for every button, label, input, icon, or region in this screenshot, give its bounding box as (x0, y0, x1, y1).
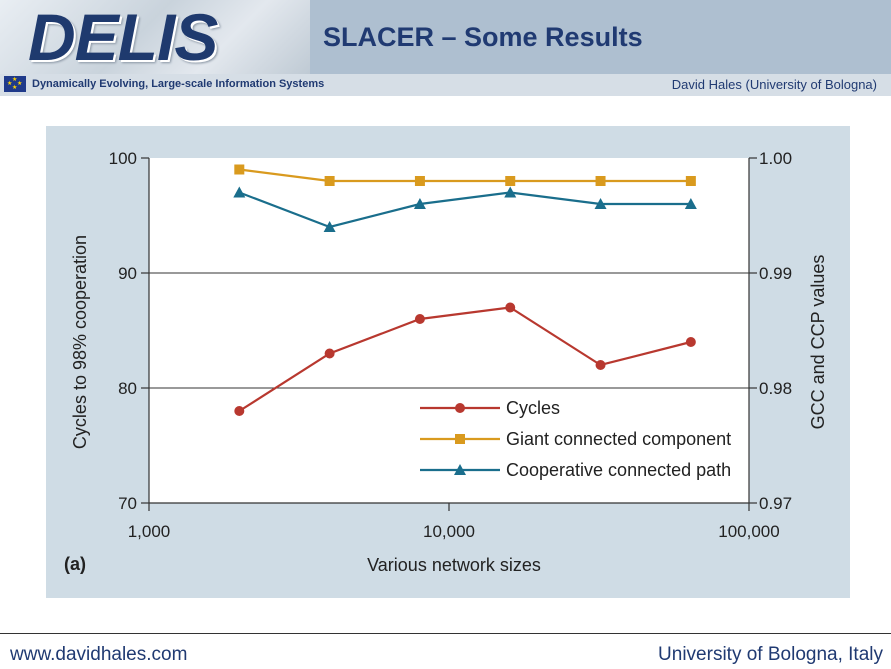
project-subtitle: Dynamically Evolving, Large-scale Inform… (32, 78, 325, 90)
y2-tick-label: 1.00 (759, 149, 792, 168)
series-layer (233, 164, 697, 416)
data-point-cooperative (233, 186, 246, 198)
series-line-giant (239, 168, 691, 183)
legend-label: Cycles (506, 398, 560, 418)
legend-label: Giant connected component (506, 429, 731, 449)
data-point-giant (595, 176, 606, 186)
data-point-giant (414, 176, 425, 186)
data-point-cooperative (684, 198, 697, 209)
y-tick-label: 80 (118, 379, 137, 398)
plot-area (149, 158, 749, 503)
data-point-cycles (685, 337, 696, 347)
logo-text: DELIS (28, 0, 218, 74)
eu-flag-icon: ★ ★ ★ ★ (4, 76, 26, 92)
data-point-cooperative (504, 186, 517, 198)
chart-axes: 70 80 90 100 0.97 0.98 0.99 1.00 1,000 10,000 100,… (109, 149, 792, 541)
y2-tick-label: 0.98 (759, 379, 792, 398)
data-point-giant (505, 176, 516, 186)
data-point-giant (685, 176, 696, 186)
y2-tick-label: 0.99 (759, 264, 792, 283)
legend-label: Cooperative connected path (506, 460, 731, 480)
data-point-cycles (324, 348, 335, 359)
subtitle-bar (0, 74, 891, 96)
title-bar: SLACER – Some Results (310, 0, 891, 74)
chart-legend: Cycles Giant connected component Cooperati… (420, 398, 731, 480)
footer-institution: University of Bologna, Italy (658, 644, 883, 665)
data-point-cooperative (594, 198, 607, 209)
footer-website: www.davidhales.com (10, 644, 188, 665)
data-point-giant (324, 176, 335, 186)
y-axis-title: Cycles to 98% cooperation (70, 235, 90, 449)
data-point-cycles (505, 302, 516, 313)
y-tick-label: 70 (118, 494, 137, 513)
y-tick-label: 90 (118, 264, 137, 283)
x-tick-label: 100,000 (718, 522, 779, 541)
panel-label: (a) (64, 554, 86, 574)
data-point-cooperative (413, 198, 426, 209)
y2-axis-title: GCC and CCP values (808, 255, 828, 430)
x-tick-label: 10,000 (423, 522, 475, 541)
delis-logo: DELIS (0, 0, 310, 74)
series-line-cycles (238, 306, 692, 412)
data-point-cycles (414, 314, 425, 324)
x-axis-title: Various network sizes (367, 555, 541, 575)
legend-marker-cycles (455, 403, 465, 413)
legend-marker-cooperative (454, 464, 466, 475)
series-line-cooperative (238, 191, 691, 229)
data-point-cooperative (323, 221, 336, 232)
legend-marker-giant (455, 434, 465, 444)
y2-tick-label: 0.97 (759, 494, 792, 513)
slide-header: DELIS SLACER – Some Results ★ ★ ★ ★ Dyna… (0, 0, 891, 96)
data-point-cycles (234, 406, 245, 416)
y-tick-label: 100 (109, 149, 137, 168)
slide-title: SLACER – Some Results (323, 22, 643, 52)
author-affiliation: David Hales (University of Bologna) (671, 77, 877, 92)
x-tick-label: 1,000 (128, 522, 171, 541)
footer-divider (0, 633, 891, 634)
data-point-cycles (595, 360, 606, 370)
data-point-giant (234, 164, 245, 175)
